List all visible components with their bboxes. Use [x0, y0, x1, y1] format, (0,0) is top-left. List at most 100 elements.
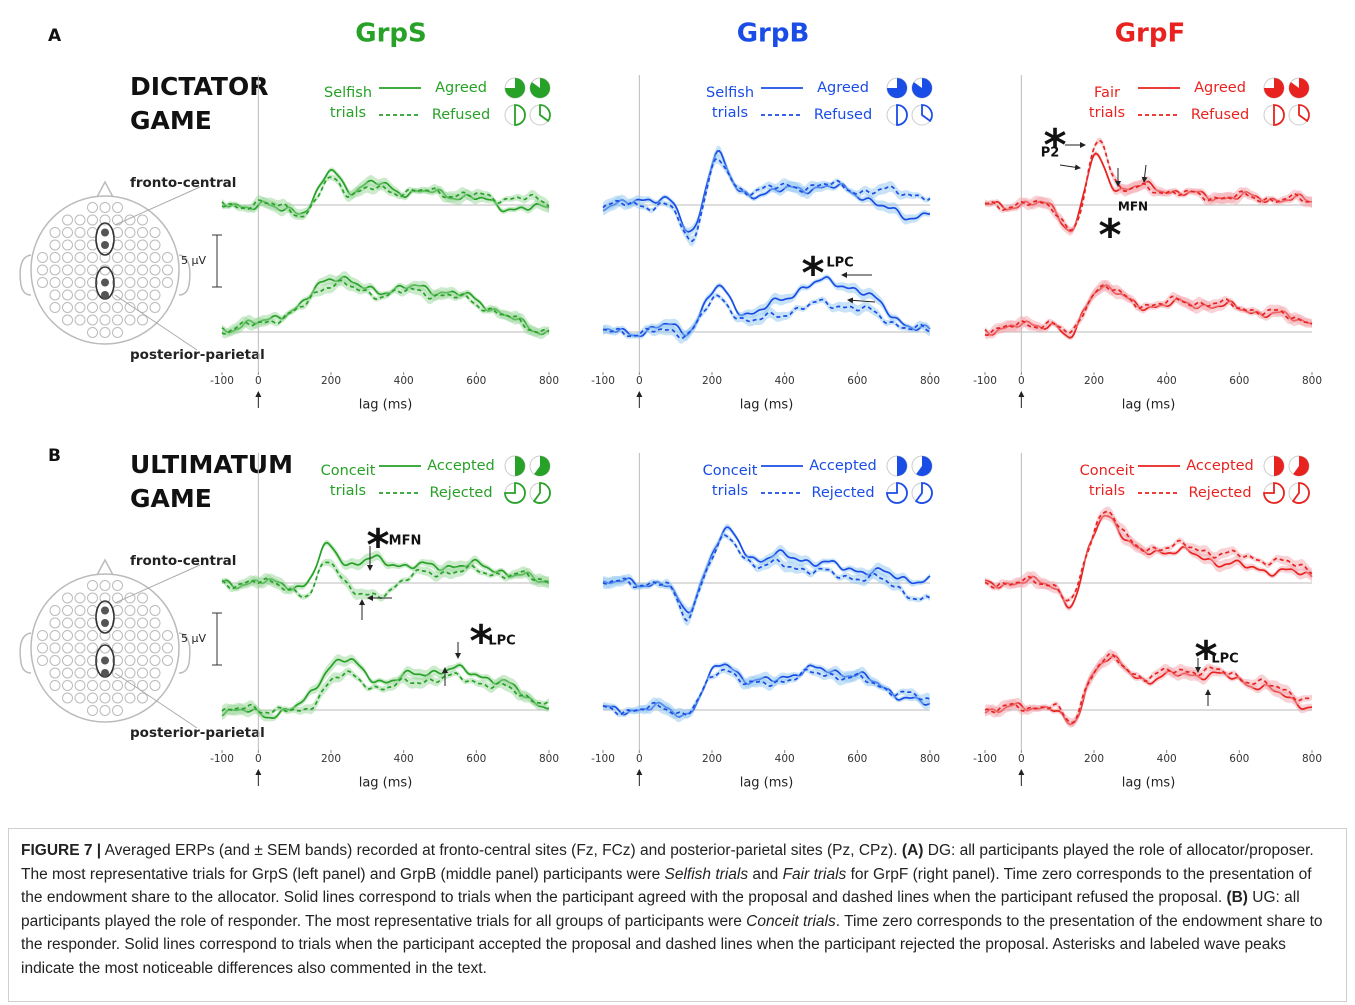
- electrode: [112, 580, 123, 591]
- pie-solid: [1293, 456, 1309, 476]
- legend-dashed-label: Rejected: [811, 485, 874, 501]
- electrode: [87, 630, 98, 641]
- x-tick-label: -100: [210, 753, 234, 765]
- electrode: [49, 617, 61, 629]
- x-tick-label: -100: [210, 375, 234, 387]
- site-link: [114, 186, 201, 226]
- electrode: [162, 277, 173, 288]
- x-tick-label: 600: [466, 375, 486, 387]
- panel-label: B: [48, 446, 61, 466]
- x-tick-label: 0: [636, 753, 643, 765]
- sem-band: [603, 292, 930, 344]
- caption-part: UG: all participants played the role of …: [21, 889, 1300, 930]
- legend-trials: trials: [712, 105, 748, 121]
- caption-part: Fair trials: [782, 865, 847, 883]
- electrode: [112, 252, 123, 263]
- electrode: [62, 252, 73, 263]
- nose: [96, 558, 114, 576]
- electrode: [124, 302, 136, 313]
- electrode: [99, 202, 111, 213]
- asterisk: *: [801, 248, 824, 299]
- electrode: [137, 642, 148, 654]
- electrode: [112, 314, 123, 326]
- electrode: [74, 289, 86, 301]
- electrode: [62, 592, 73, 604]
- sem-band: [222, 167, 549, 219]
- electrode: [37, 655, 48, 666]
- site-oval: [95, 222, 115, 256]
- pie-dashed: [914, 482, 933, 504]
- electrode: [87, 289, 98, 301]
- electrode: [62, 692, 73, 704]
- electrode: [87, 592, 98, 604]
- pie-solid: [534, 456, 550, 476]
- electrode: [62, 605, 73, 616]
- x-axis-label: lag (ms): [1122, 398, 1176, 413]
- electrode: [62, 214, 73, 226]
- electrode: [112, 642, 123, 654]
- x-tick-label: 400: [775, 375, 795, 387]
- game-title: ULTIMATUM: [130, 450, 293, 479]
- electrode: [37, 252, 48, 263]
- electrode: [49, 277, 61, 288]
- electrode: [149, 630, 161, 641]
- electrode: [74, 214, 86, 226]
- pie-solid: [505, 78, 525, 98]
- electrode: [137, 617, 148, 629]
- ear: [178, 632, 191, 674]
- electrode: [87, 692, 98, 704]
- site-oval: [95, 600, 115, 634]
- erp-dashed: [984, 139, 1313, 232]
- electrode: [137, 289, 148, 301]
- legend-trials: Selfish: [706, 85, 754, 101]
- group-title: GrpB: [737, 19, 810, 49]
- erp-dashed: [984, 284, 1313, 337]
- electrode: [87, 239, 98, 251]
- caption: FIGURE 7 | Averaged ERPs (and ± SEM band…: [8, 828, 1347, 1002]
- legend-trials: Conceit: [703, 463, 758, 479]
- electrode: [137, 264, 148, 276]
- erp-solid: [221, 275, 550, 336]
- electrode: [99, 314, 111, 326]
- electrode: [137, 239, 148, 251]
- electrode: [99, 580, 111, 591]
- asterisk: *: [469, 616, 492, 667]
- legend-trials: Conceit: [321, 463, 376, 479]
- caption-part: Selfish trials: [664, 865, 749, 883]
- legend-solid-label: Agreed: [1194, 80, 1246, 96]
- electrode: [149, 277, 161, 288]
- electrode: [74, 692, 86, 704]
- legend-solid-label: Accepted: [809, 458, 877, 474]
- electrode: [74, 617, 86, 629]
- site-label: posterior-parietal: [130, 347, 265, 363]
- x-tick-label: 0: [255, 375, 262, 387]
- legend-solid-label: Agreed: [435, 80, 487, 96]
- electrode: [124, 642, 136, 654]
- sem-band: [603, 145, 930, 236]
- x-tick-label: -100: [973, 753, 997, 765]
- x-tick-label: 800: [920, 375, 940, 387]
- electrode: [62, 314, 73, 326]
- electrode: [49, 655, 61, 666]
- electrode: [112, 667, 123, 679]
- game-title: GAME: [130, 106, 212, 135]
- electrode: [62, 642, 73, 654]
- electrode: [87, 617, 98, 629]
- scale-bar-label: 5 µV: [181, 254, 206, 267]
- pie-solid: [1289, 78, 1310, 98]
- electrode: [162, 264, 173, 276]
- electrode: [49, 630, 61, 641]
- game-title: GAME: [130, 484, 212, 513]
- pie-dashed: [1291, 482, 1310, 504]
- electrode: [137, 667, 148, 679]
- electrode: [112, 239, 123, 251]
- electrode: [137, 592, 148, 604]
- electrode: [112, 302, 123, 313]
- electrode: [124, 289, 136, 301]
- electrode: [37, 277, 48, 288]
- legend-trials: trials: [1089, 483, 1125, 499]
- electrode: [149, 605, 161, 616]
- erp-dashed: [602, 158, 931, 243]
- electrode: [87, 314, 98, 326]
- electrode: [162, 630, 173, 641]
